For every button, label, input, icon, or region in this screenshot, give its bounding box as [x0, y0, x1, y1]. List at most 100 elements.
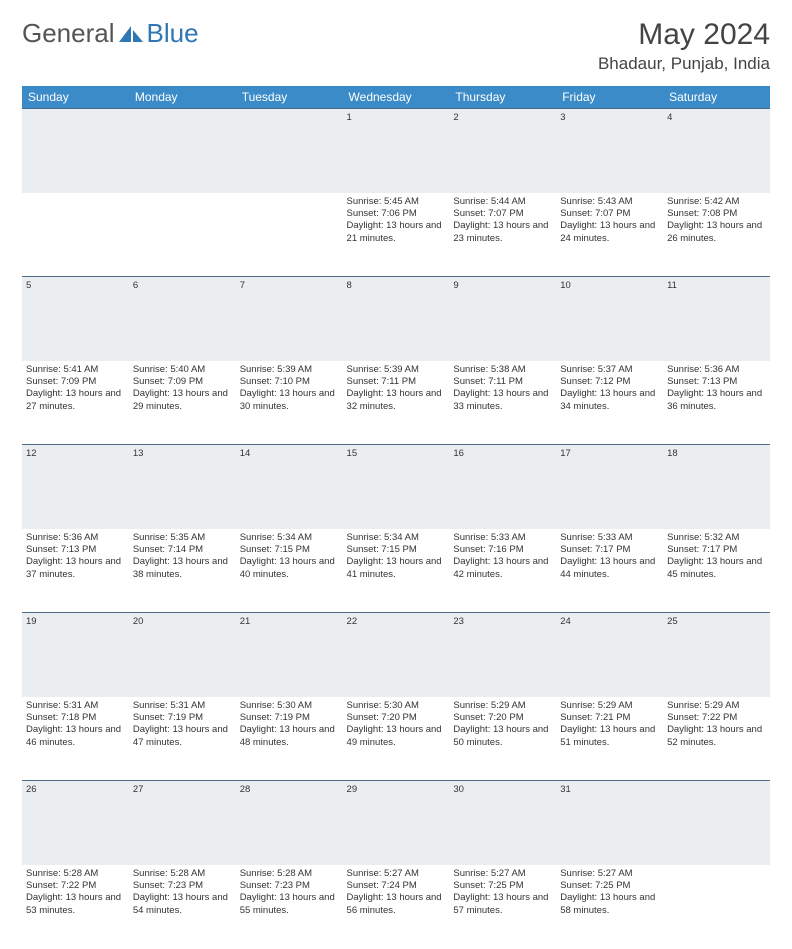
daylight-line: Daylight: 13 hours and 47 minutes. [133, 724, 232, 749]
day-info-row: Sunrise: 5:31 AMSunset: 7:18 PMDaylight:… [22, 697, 770, 781]
sunrise-line: Sunrise: 5:38 AM [453, 364, 552, 376]
day-number-row: 262728293031 [22, 781, 770, 865]
daylight-line: Daylight: 13 hours and 41 minutes. [347, 556, 446, 581]
daylight-line: Daylight: 13 hours and 36 minutes. [667, 388, 766, 413]
daylight-line: Daylight: 13 hours and 40 minutes. [240, 556, 339, 581]
logo-sail-icon [117, 24, 145, 44]
sunset-line: Sunset: 7:11 PM [347, 376, 446, 388]
sunset-line: Sunset: 7:20 PM [347, 712, 446, 724]
sunset-line: Sunset: 7:06 PM [347, 208, 446, 220]
sunset-line: Sunset: 7:23 PM [133, 880, 232, 892]
sunrise-line: Sunrise: 5:27 AM [453, 868, 552, 880]
daylight-line: Daylight: 13 hours and 48 minutes. [240, 724, 339, 749]
day-info-cell: Sunrise: 5:33 AMSunset: 7:17 PMDaylight:… [556, 529, 663, 613]
day-info-cell [129, 193, 236, 277]
sunset-line: Sunset: 7:13 PM [667, 376, 766, 388]
logo-text-1: General [22, 18, 115, 49]
sunset-line: Sunset: 7:07 PM [453, 208, 552, 220]
day-number-cell: 18 [663, 445, 770, 529]
day-info-cell: Sunrise: 5:28 AMSunset: 7:23 PMDaylight:… [129, 865, 236, 949]
sunrise-line: Sunrise: 5:33 AM [453, 532, 552, 544]
sunrise-line: Sunrise: 5:36 AM [667, 364, 766, 376]
daylight-line: Daylight: 13 hours and 55 minutes. [240, 892, 339, 917]
col-sunday: Sunday [22, 86, 129, 109]
day-info-cell: Sunrise: 5:27 AMSunset: 7:25 PMDaylight:… [449, 865, 556, 949]
day-number-cell: 22 [343, 613, 450, 697]
day-number-cell: 21 [236, 613, 343, 697]
sunrise-line: Sunrise: 5:41 AM [26, 364, 125, 376]
day-number-cell: 23 [449, 613, 556, 697]
day-info-cell: Sunrise: 5:27 AMSunset: 7:24 PMDaylight:… [343, 865, 450, 949]
day-info-cell: Sunrise: 5:35 AMSunset: 7:14 PMDaylight:… [129, 529, 236, 613]
location-label: Bhadaur, Punjab, India [598, 54, 770, 74]
day-info-cell: Sunrise: 5:31 AMSunset: 7:19 PMDaylight:… [129, 697, 236, 781]
day-info-cell: Sunrise: 5:31 AMSunset: 7:18 PMDaylight:… [22, 697, 129, 781]
sunset-line: Sunset: 7:21 PM [560, 712, 659, 724]
daylight-line: Daylight: 13 hours and 30 minutes. [240, 388, 339, 413]
day-info-cell: Sunrise: 5:43 AMSunset: 7:07 PMDaylight:… [556, 193, 663, 277]
sunrise-line: Sunrise: 5:34 AM [240, 532, 339, 544]
sunset-line: Sunset: 7:24 PM [347, 880, 446, 892]
daylight-line: Daylight: 13 hours and 49 minutes. [347, 724, 446, 749]
day-number-cell: 29 [343, 781, 450, 865]
daylight-line: Daylight: 13 hours and 26 minutes. [667, 220, 766, 245]
sunrise-line: Sunrise: 5:42 AM [667, 196, 766, 208]
sunset-line: Sunset: 7:10 PM [240, 376, 339, 388]
day-number-cell: 4 [663, 109, 770, 193]
day-info-cell [22, 193, 129, 277]
sunrise-line: Sunrise: 5:28 AM [133, 868, 232, 880]
day-info-cell: Sunrise: 5:33 AMSunset: 7:16 PMDaylight:… [449, 529, 556, 613]
daylight-line: Daylight: 13 hours and 45 minutes. [667, 556, 766, 581]
daylight-line: Daylight: 13 hours and 32 minutes. [347, 388, 446, 413]
day-info-cell: Sunrise: 5:32 AMSunset: 7:17 PMDaylight:… [663, 529, 770, 613]
sunrise-line: Sunrise: 5:30 AM [347, 700, 446, 712]
day-info-cell: Sunrise: 5:41 AMSunset: 7:09 PMDaylight:… [22, 361, 129, 445]
day-info-cell: Sunrise: 5:45 AMSunset: 7:06 PMDaylight:… [343, 193, 450, 277]
day-number-cell: 6 [129, 277, 236, 361]
day-number-cell: 12 [22, 445, 129, 529]
day-number-row: 567891011 [22, 277, 770, 361]
sunset-line: Sunset: 7:08 PM [667, 208, 766, 220]
daylight-line: Daylight: 13 hours and 27 minutes. [26, 388, 125, 413]
day-number-cell: 5 [22, 277, 129, 361]
day-number-cell: 3 [556, 109, 663, 193]
day-number-cell: 30 [449, 781, 556, 865]
daylight-line: Daylight: 13 hours and 50 minutes. [453, 724, 552, 749]
sunset-line: Sunset: 7:15 PM [347, 544, 446, 556]
day-number-cell: 24 [556, 613, 663, 697]
sunset-line: Sunset: 7:23 PM [240, 880, 339, 892]
day-number-cell [663, 781, 770, 865]
daylight-line: Daylight: 13 hours and 33 minutes. [453, 388, 552, 413]
day-number-cell: 17 [556, 445, 663, 529]
daylight-line: Daylight: 13 hours and 53 minutes. [26, 892, 125, 917]
sunrise-line: Sunrise: 5:37 AM [560, 364, 659, 376]
day-number-row: 12131415161718 [22, 445, 770, 529]
day-info-cell: Sunrise: 5:39 AMSunset: 7:11 PMDaylight:… [343, 361, 450, 445]
daylight-line: Daylight: 13 hours and 57 minutes. [453, 892, 552, 917]
day-info-cell: Sunrise: 5:34 AMSunset: 7:15 PMDaylight:… [236, 529, 343, 613]
day-number-cell: 7 [236, 277, 343, 361]
day-number-cell: 28 [236, 781, 343, 865]
day-info-cell: Sunrise: 5:37 AMSunset: 7:12 PMDaylight:… [556, 361, 663, 445]
daylight-line: Daylight: 13 hours and 56 minutes. [347, 892, 446, 917]
weekday-header-row: Sunday Monday Tuesday Wednesday Thursday… [22, 86, 770, 109]
sunrise-line: Sunrise: 5:45 AM [347, 196, 446, 208]
day-number-cell: 10 [556, 277, 663, 361]
daylight-line: Daylight: 13 hours and 52 minutes. [667, 724, 766, 749]
daylight-line: Daylight: 13 hours and 46 minutes. [26, 724, 125, 749]
daylight-line: Daylight: 13 hours and 58 minutes. [560, 892, 659, 917]
sunset-line: Sunset: 7:22 PM [667, 712, 766, 724]
daylight-line: Daylight: 13 hours and 23 minutes. [453, 220, 552, 245]
day-info-cell: Sunrise: 5:29 AMSunset: 7:22 PMDaylight:… [663, 697, 770, 781]
daylight-line: Daylight: 13 hours and 38 minutes. [133, 556, 232, 581]
day-number-row: 19202122232425 [22, 613, 770, 697]
day-number-cell [236, 109, 343, 193]
day-number-cell: 1 [343, 109, 450, 193]
sunrise-line: Sunrise: 5:31 AM [133, 700, 232, 712]
day-info-cell: Sunrise: 5:27 AMSunset: 7:25 PMDaylight:… [556, 865, 663, 949]
day-number-cell: 31 [556, 781, 663, 865]
sunrise-line: Sunrise: 5:29 AM [453, 700, 552, 712]
day-number-cell: 25 [663, 613, 770, 697]
day-number-cell: 9 [449, 277, 556, 361]
day-info-cell [236, 193, 343, 277]
